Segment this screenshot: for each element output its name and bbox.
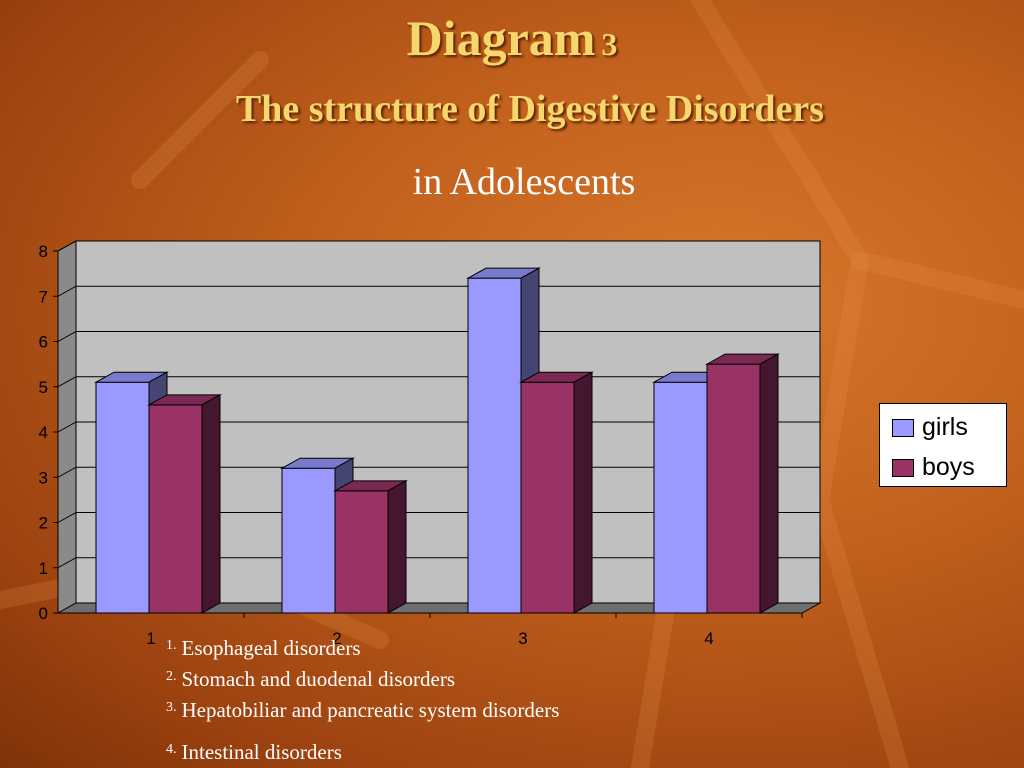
- legend-label-girls: girls: [922, 413, 968, 441]
- slide-subtitle-line2: in Adolescents: [412, 161, 636, 203]
- legend-swatch-boys: [892, 459, 914, 478]
- gridline: [57, 285, 820, 297]
- bar-side-boys-2: [387, 479, 407, 614]
- y-tick-label: 7: [39, 287, 48, 306]
- bar-boys-3: [520, 381, 575, 614]
- footnote-1: 1. Esophageal disorders: [166, 636, 361, 660]
- legend-item-girls: girls: [892, 412, 968, 442]
- bar-boys-1: [148, 404, 203, 614]
- bar-girls-3: [467, 277, 522, 614]
- footnote-4: 4. Intestinal disorders: [166, 740, 342, 764]
- legend-item-boys: boys: [892, 452, 975, 482]
- gridline: [57, 240, 820, 252]
- y-tick-label: 6: [39, 333, 48, 352]
- x-tick-label: 1: [146, 629, 155, 648]
- bar-side-boys-4: [759, 353, 779, 614]
- footnote-3: 3. Hepatobiliar and pancreatic system dis…: [166, 698, 560, 722]
- x-tick-label: 4: [704, 629, 713, 648]
- chart-legend: girls boys: [879, 403, 1007, 487]
- legend-swatch-girls: [892, 419, 914, 438]
- x-tick-label: 3: [518, 629, 527, 648]
- y-tick-label: 3: [39, 468, 48, 487]
- bar-boys-2: [334, 490, 389, 614]
- bar-girls-1: [95, 381, 150, 614]
- diagram-number: 3: [601, 26, 618, 62]
- gridline: [57, 331, 820, 342]
- bar-side-boys-3: [573, 371, 593, 614]
- bar-side-boys-1: [201, 394, 221, 614]
- y-tick-label: 8: [39, 242, 48, 261]
- y-tick-label: 1: [39, 559, 48, 578]
- title-text: Diagram: [406, 10, 596, 66]
- footnote-2: 2. Stomach and duodenal disorders: [166, 667, 456, 691]
- y-tick-label: 4: [39, 423, 48, 442]
- bar-girls-2: [281, 467, 336, 614]
- y-tick-label: 5: [39, 378, 48, 397]
- slide-title: Diagram 3: [0, 8, 1024, 74]
- y-tick-label: 2: [39, 514, 48, 533]
- bar-girls-4: [653, 381, 708, 614]
- legend-label-boys: boys: [922, 453, 975, 481]
- x-tick-label: 2: [332, 629, 341, 648]
- slide-subtitle: The structure of Digestive Disorders: [235, 88, 825, 130]
- bar-boys-4: [706, 363, 761, 614]
- y-tick-label: 0: [39, 604, 48, 623]
